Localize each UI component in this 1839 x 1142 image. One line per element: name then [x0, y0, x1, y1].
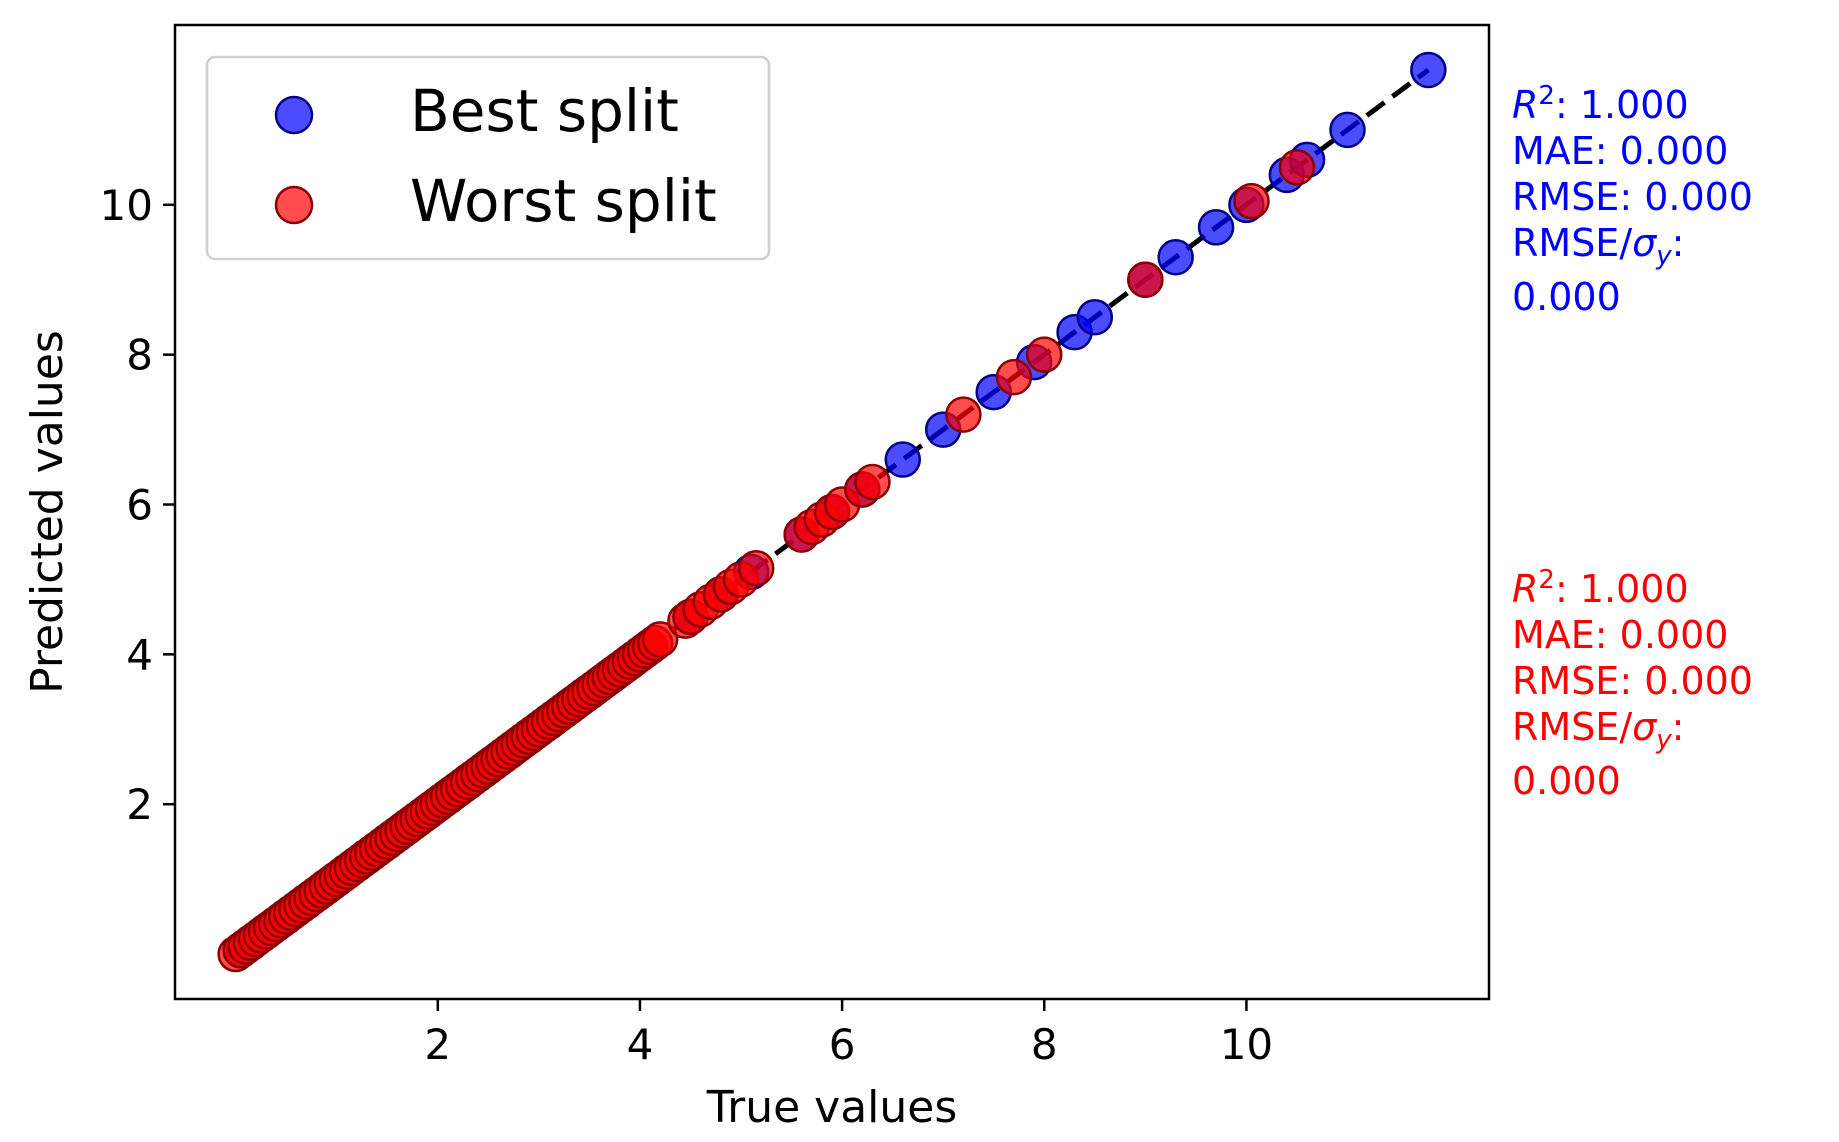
point-worst-split-99: [854, 463, 891, 501]
x-axis-ticks: 2 4 6 8 10: [424, 999, 1273, 1069]
x-tick-label-8: 8: [1031, 1020, 1058, 1069]
point-worst-split-105: [1278, 149, 1316, 186]
series-worst-split-points: [217, 149, 1316, 973]
metrics-worst-split: R2: 1.000 MAE: 0.000 RMSE: 0.000 RMSE/σy…: [1512, 565, 1753, 803]
point-best-split-28: [884, 441, 922, 478]
metric-rmse-sigma-label-worst: RMSE/σy:: [1512, 705, 1684, 755]
x-tick-label-2: 2: [424, 1020, 451, 1069]
point-worst-split-100: [945, 396, 982, 433]
y-tick-label-4: 4: [126, 630, 153, 679]
metric-mae-best: MAE: 0.000: [1512, 129, 1728, 173]
legend-box: [205, 55, 771, 261]
point-worst-split-101: [995, 358, 1033, 396]
metric-rmse-best: RMSE: 0.000: [1512, 175, 1753, 219]
point-worst-split-84: [641, 621, 679, 658]
x-tick-label-6: 6: [829, 1020, 856, 1069]
metric-rmse-sigma-label-best: RMSE/σy:: [1512, 221, 1684, 271]
x-axis-label: True values: [706, 1082, 958, 1133]
y-axis-label: Predicted values: [22, 330, 73, 694]
y-tick-label-8: 8: [126, 331, 153, 380]
y-tick-label-10: 10: [100, 181, 153, 230]
point-worst-split-102: [1026, 336, 1063, 373]
point-best-split-35: [1157, 239, 1194, 276]
metric-mae-worst: MAE: 0.000: [1512, 613, 1728, 657]
metric-rmse-sigma-value-best: 0.000: [1512, 275, 1621, 319]
metric-r2-worst: R2: 1.000: [1512, 565, 1689, 611]
point-best-split-41: [1410, 51, 1447, 89]
point-worst-split-104: [1233, 182, 1270, 220]
point-best-split-33: [1076, 298, 1114, 336]
y-axis-ticks: 2 4 6 8 10: [100, 181, 175, 829]
y-tick-label-6: 6: [126, 481, 153, 530]
x-tick-label-10: 10: [1220, 1020, 1273, 1069]
point-worst-split-103: [1127, 261, 1164, 298]
point-best-split-36: [1197, 209, 1235, 246]
legend-label-worst-split: Worst split: [410, 167, 717, 235]
legend-marker-best-split: [274, 95, 314, 135]
metrics-best-split: R2: 1.000 MAE: 0.000 RMSE: 0.000 RMSE/σy…: [1512, 81, 1753, 319]
y-tick-label-2: 2: [126, 780, 153, 829]
point-best-split-40: [1329, 111, 1366, 149]
legend: Best split Worst split: [205, 55, 771, 261]
metric-r2-best: R2: 1.000: [1512, 81, 1689, 127]
point-worst-split-92: [737, 549, 775, 587]
metric-rmse-worst: RMSE: 0.000: [1512, 659, 1753, 703]
legend-label-best-split: Best split: [410, 77, 679, 145]
legend-marker-worst-split: [274, 185, 314, 225]
x-tick-label-4: 4: [627, 1020, 654, 1069]
metric-rmse-sigma-value-worst: 0.000: [1512, 759, 1621, 803]
